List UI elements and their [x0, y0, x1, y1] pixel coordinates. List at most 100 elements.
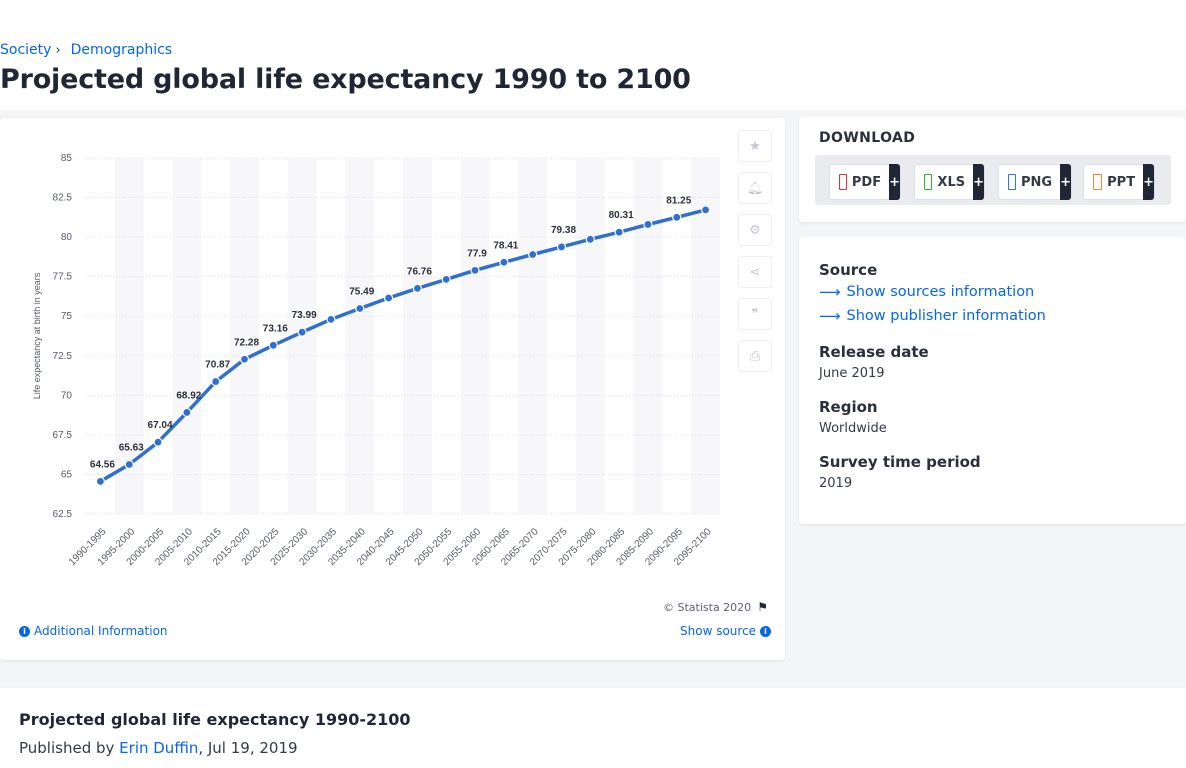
download-ppt-label: PPT	[1107, 174, 1136, 190]
data-label: 67.04	[148, 420, 173, 431]
chart-band	[518, 158, 548, 514]
data-point	[124, 459, 134, 470]
data-label: 68.92	[176, 390, 201, 401]
y-tick-label: 62.5	[53, 509, 73, 520]
data-point	[239, 354, 250, 364]
data-point	[355, 303, 365, 314]
citation-button[interactable]: ❞	[738, 298, 772, 330]
data-point	[412, 283, 423, 293]
data-label: 77.9	[467, 248, 487, 259]
chart-copyright: © Statista 2020 ⚑	[663, 600, 768, 614]
data-point	[297, 327, 307, 337]
download-xls-label: XLS	[937, 174, 966, 190]
y-tick-label: 80	[61, 232, 73, 243]
y-tick-label: 75	[61, 311, 73, 322]
png-file-icon	[1008, 174, 1017, 190]
download-png-button[interactable]: PNG +	[998, 164, 1072, 200]
data-label: 72.28	[234, 337, 259, 348]
print-button[interactable]: ⎙	[738, 340, 772, 372]
y-tick-label: 82.5	[53, 193, 73, 204]
chart-tools: ★ 🔔︎ ⚙ ⋖ ❞ ⎙	[738, 130, 772, 372]
data-point	[585, 234, 595, 244]
bell-icon: 🔔︎	[746, 180, 764, 196]
favorite-button[interactable]: ★	[738, 130, 772, 162]
data-label: 73.16	[263, 323, 288, 334]
download-ppt-button[interactable]: PPT +	[1083, 164, 1155, 200]
copyright-text: © Statista 2020	[663, 600, 752, 614]
chart-band	[114, 158, 144, 514]
show-source-link[interactable]: Show source i	[680, 624, 772, 638]
data-point	[182, 407, 192, 418]
survey-period-label: Survey time period	[819, 453, 981, 471]
download-pdf-label: PDF	[851, 174, 882, 190]
share-button[interactable]: ⋖	[738, 256, 772, 288]
plus-icon: +	[1060, 164, 1071, 200]
y-tick-label: 77.5	[53, 272, 73, 283]
download-card: DOWNLOAD PDF + XLS + PNG + PPT +	[799, 117, 1186, 222]
settings-button[interactable]: ⚙	[738, 214, 772, 246]
info-icon: i	[760, 625, 772, 637]
chart-band	[633, 158, 663, 514]
release-date-label: Release date	[819, 343, 929, 361]
statistic-info-card: Source ⟶ Show sources information ⟶ Show…	[799, 237, 1186, 524]
header-area	[0, 0, 1186, 110]
flag-icon[interactable]: ⚑	[757, 600, 768, 614]
show-publisher-link[interactable]: ⟶ Show publisher information	[819, 307, 1046, 325]
show-publisher-label: Show publisher information	[846, 308, 1046, 324]
info-icon: i	[19, 625, 30, 637]
share-icon: ⋖	[749, 264, 761, 280]
data-label: 76.76	[407, 266, 432, 277]
chart-band	[230, 158, 259, 514]
additional-information-link[interactable]: i Additional Information	[19, 624, 168, 638]
additional-information-label: Additional Information	[34, 624, 168, 638]
data-label: 79.38	[551, 225, 576, 236]
data-point	[383, 293, 394, 303]
ppt-file-icon	[1093, 174, 1103, 190]
data-label: 73.99	[292, 310, 317, 321]
published-date: , Jul 19, 2019	[198, 739, 298, 757]
y-tick-label: 67.5	[53, 430, 73, 441]
xls-file-icon	[924, 174, 933, 190]
y-tick-label: 85	[61, 153, 73, 164]
plus-icon: +	[1143, 164, 1154, 200]
data-point	[326, 314, 336, 324]
published-prefix: Published by	[19, 739, 115, 757]
show-sources-link[interactable]: ⟶ Show sources information	[819, 283, 1034, 301]
print-icon: ⎙	[749, 348, 761, 364]
download-title: DOWNLOAD	[819, 130, 916, 146]
description-title: Projected global life expectancy 1990-21…	[19, 710, 411, 729]
data-point	[470, 265, 480, 275]
show-source-label: Show source	[680, 624, 757, 638]
chart-band	[460, 158, 490, 514]
data-point	[643, 219, 653, 230]
data-point	[556, 242, 567, 252]
release-date-value: June 2019	[819, 366, 885, 381]
data-label: 81.25	[666, 195, 691, 206]
download-xls-button[interactable]: XLS +	[914, 164, 985, 200]
author-link[interactable]: Erin Duffin	[119, 739, 199, 757]
chart-card: 62.5 65 67.5 70 72.5 75 77.5 80 82.5 85 Life expec…	[0, 118, 785, 660]
data-point	[441, 274, 451, 284]
data-point	[700, 205, 711, 215]
star-icon: ★	[749, 138, 761, 154]
data-point	[499, 257, 509, 267]
data-label: 80.31	[609, 210, 634, 221]
page-title: Projected global life expectancy 1990 to…	[0, 64, 691, 95]
data-label: 65.63	[119, 442, 144, 453]
gear-icon: ⚙	[749, 222, 761, 238]
notification-button[interactable]: 🔔︎	[738, 172, 772, 204]
data-point	[211, 376, 221, 387]
y-axis-label: Life expectancy at birth in years	[32, 272, 42, 399]
breadcrumb-society[interactable]: Society	[0, 42, 52, 58]
download-png-label: PNG	[1021, 174, 1053, 190]
published-by: Published by Erin Duffin, Jul 19, 2019	[19, 739, 298, 757]
plus-icon: +	[973, 164, 984, 200]
breadcrumb-demographics[interactable]: Demographics	[70, 42, 173, 58]
download-pdf-button[interactable]: PDF +	[829, 164, 901, 200]
arrow-right-icon: ⟶	[819, 307, 841, 325]
survey-period-value: 2019	[819, 476, 853, 491]
pdf-file-icon	[839, 174, 847, 190]
y-tick-label: 72.5	[53, 351, 73, 362]
data-point	[268, 340, 278, 350]
chart-band	[345, 158, 375, 514]
